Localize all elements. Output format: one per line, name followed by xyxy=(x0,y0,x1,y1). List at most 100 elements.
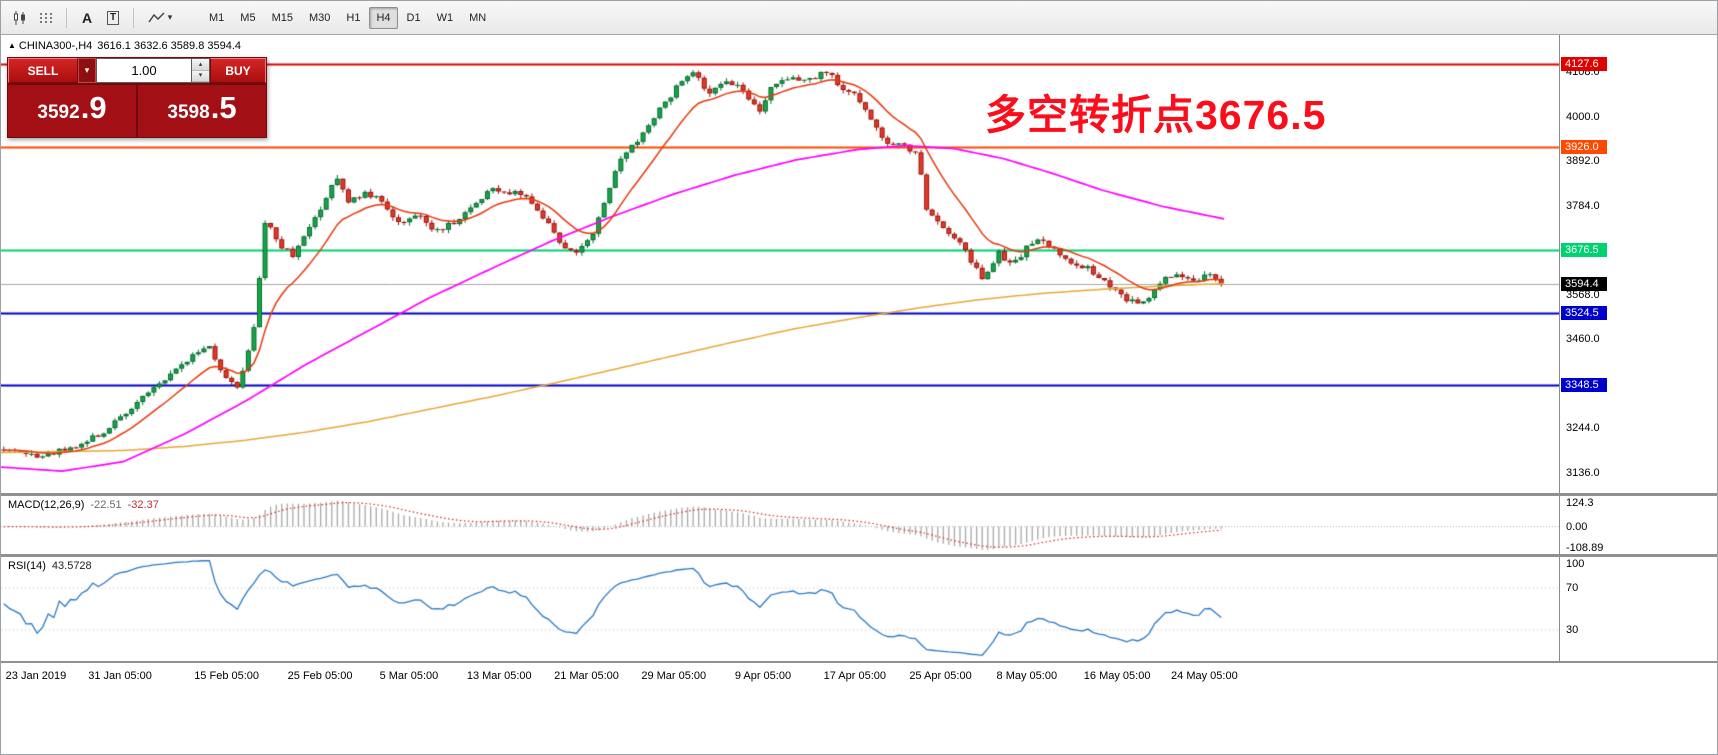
collapse-triangle-icon: ▲ xyxy=(8,41,16,50)
volume-decrease-button[interactable]: ▾ xyxy=(192,70,209,82)
price-axis-label: 3244.0 xyxy=(1566,422,1600,435)
price-axis-label: 4000.0 xyxy=(1566,110,1600,123)
time-axis-label: 17 Apr 05:00 xyxy=(823,670,886,682)
time-axis-label: 15 Feb 05:00 xyxy=(194,670,260,682)
volume-dropdown-button[interactable]: ▾ xyxy=(78,58,96,83)
toolbar-separator xyxy=(66,7,67,28)
rsi-value: 43.5728 xyxy=(51,560,92,572)
chart-text-annotation[interactable]: 多空转折点3676.5 xyxy=(985,92,1327,138)
candlestick-chart-icon xyxy=(14,10,25,25)
time-axis-label: 9 Apr 05:00 xyxy=(734,670,792,682)
timeframe-mn[interactable]: MN xyxy=(462,7,493,29)
rsi-canvas[interactable] xyxy=(1,557,1559,661)
price-level-badge: 3524.5 xyxy=(1561,305,1607,320)
time-axis-label: 25 Feb 05:00 xyxy=(287,670,353,682)
chart-symbol-ohlc: ▲ CHINA300-,H4 3616.1 3632.6 3589.8 3594.4 xyxy=(8,40,241,52)
timeframe-group: M1 M5 M15 M30 H1 H4 D1 W1 MN xyxy=(201,6,494,29)
text-label-button[interactable]: T xyxy=(100,6,126,30)
ohlc-values: 3616.1 3632.6 3589.8 3594.4 xyxy=(97,40,242,52)
macd-axis[interactable]: 124.3 0.00 -108.89 xyxy=(1559,496,1717,554)
rsi-name: RSI(14) xyxy=(8,560,46,572)
zigzag-trend-icon xyxy=(148,11,165,22)
price-level-badge: 3348.5 xyxy=(1561,378,1607,393)
timeframe-m30[interactable]: M30 xyxy=(302,7,337,29)
timeframe-d1[interactable]: D1 xyxy=(400,7,428,29)
timeframe-w1[interactable]: W1 xyxy=(430,7,461,29)
timeframe-h1[interactable]: H1 xyxy=(339,7,367,29)
chevron-down-icon: ▾ xyxy=(167,12,173,22)
time-axis-label: 23 Jan 2019 xyxy=(5,670,67,682)
price-axis-label: 3568.0 xyxy=(1566,288,1600,301)
timeframe-m5[interactable]: M5 xyxy=(233,7,262,29)
price-axis-label: 3460.0 xyxy=(1566,333,1600,346)
timeframe-m15[interactable]: M15 xyxy=(265,7,300,29)
bid-price-frac: .9 xyxy=(80,90,107,125)
macd-axis-label: -108.89 xyxy=(1566,542,1604,554)
top-toolbar: A T ▾ M1 M5 M15 M30 H1 H4 D1 W1 MN xyxy=(1,1,1717,35)
ask-price: 3598.5 xyxy=(136,85,266,137)
macd-canvas[interactable] xyxy=(1,496,1559,554)
time-axis[interactable]: 23 Jan 2019 31 Jan 05:00 15 Feb 05:00 25 Fe… xyxy=(1,663,1559,689)
chart-window: ▲ CHINA300-,H4 3616.1 3632.6 3589.8 3594.4… xyxy=(1,35,1717,754)
price-level-badge: 4127.6 xyxy=(1561,57,1607,72)
time-axis-label: 16 May 05:00 xyxy=(1083,670,1151,682)
symbol-name: CHINA300-,H4 xyxy=(18,40,93,52)
panel-splitter[interactable] xyxy=(1,493,1717,496)
time-axis-label: 29 Mar 05:00 xyxy=(641,670,707,682)
time-axis-label: 25 Apr 05:00 xyxy=(909,670,972,682)
rsi-axis-label: 30 xyxy=(1566,623,1579,636)
one-click-trading-panel: SELL ▾ ▴ ▾ BUY 3592.9 3598.5 xyxy=(7,57,267,138)
price-level-badge: 3676.5 xyxy=(1561,242,1607,257)
time-axis-label: 5 Mar 05:00 xyxy=(379,670,439,682)
volume-steppers: ▴ ▾ xyxy=(192,58,210,83)
chevron-down-icon: ▾ xyxy=(84,65,90,75)
price-chart-panel: ▲ CHINA300-,H4 3616.1 3632.6 3589.8 3594.4… xyxy=(1,35,1559,493)
rsi-indicator-panel: RSI(14) 43.5728 xyxy=(1,557,1559,661)
caret-down-icon: ▾ xyxy=(198,72,203,80)
macd-signal-value: -32.37 xyxy=(127,499,159,511)
text-annotation-button[interactable]: A xyxy=(74,6,100,30)
caret-up-icon: ▴ xyxy=(198,60,203,68)
ask-price-frac: .5 xyxy=(210,90,237,125)
label-tool-icon: T xyxy=(106,10,120,25)
bid-price: 3592.9 xyxy=(8,85,136,137)
price-level-badge: 3594.4 xyxy=(1561,276,1607,291)
price-level-badge: 3926.0 xyxy=(1561,140,1607,155)
time-axis-label: 31 Jan 05:00 xyxy=(88,670,152,682)
macd-name: MACD(12,26,9) xyxy=(8,499,85,511)
bid-price-int: 3592 xyxy=(37,102,80,123)
toolbar-separator xyxy=(133,7,134,28)
rsi-axis-label: 70 xyxy=(1566,582,1579,595)
rsi-label: RSI(14) 43.5728 xyxy=(8,560,92,572)
rsi-axis-label: 100 xyxy=(1566,558,1585,570)
macd-axis-label: 0.00 xyxy=(1566,520,1588,533)
price-axis-label: 3892.0 xyxy=(1566,155,1600,168)
macd-label: MACD(12,26,9) -22.51 -32.37 xyxy=(8,499,159,511)
macd-main-value: -22.51 xyxy=(90,499,122,511)
time-axis-label: 24 May 05:00 xyxy=(1171,670,1238,682)
candlestick-chart-button[interactable] xyxy=(7,6,33,30)
panel-splitter[interactable] xyxy=(1,554,1717,557)
indicators-dropdown-button[interactable]: ▾ xyxy=(141,6,179,30)
text-tool-icon: A xyxy=(81,9,93,26)
time-axis-label: 21 Mar 05:00 xyxy=(554,670,619,682)
volume-input[interactable] xyxy=(96,58,192,83)
timeframe-m1[interactable]: M1 xyxy=(202,7,231,29)
bar-grid-button[interactable] xyxy=(33,6,59,30)
buy-button[interactable]: BUY xyxy=(210,58,266,83)
timeframe-h4[interactable]: H4 xyxy=(369,6,398,29)
chart-bottom-border xyxy=(1,661,1717,663)
macd-indicator-panel: MACD(12,26,9) -22.51 -32.37 xyxy=(1,496,1559,554)
macd-axis-label: 124.3 xyxy=(1566,497,1594,509)
time-axis-label: 8 May 05:00 xyxy=(996,670,1058,682)
price-axis-label: 3784.0 xyxy=(1566,199,1600,212)
price-axis[interactable]: 4108.0 4000.0 3892.0 3784.0 3568.0 3460.0 3244… xyxy=(1559,35,1717,493)
ask-price-int: 3598 xyxy=(167,102,210,123)
rsi-axis[interactable]: 100 70 30 xyxy=(1559,557,1717,661)
price-axis-label: 3136.0 xyxy=(1566,466,1600,479)
time-axis-label: 13 Mar 05:00 xyxy=(466,670,532,682)
sell-button[interactable]: SELL xyxy=(8,58,78,83)
bar-grid-icon xyxy=(40,12,52,23)
volume-increase-button[interactable]: ▴ xyxy=(192,59,209,71)
